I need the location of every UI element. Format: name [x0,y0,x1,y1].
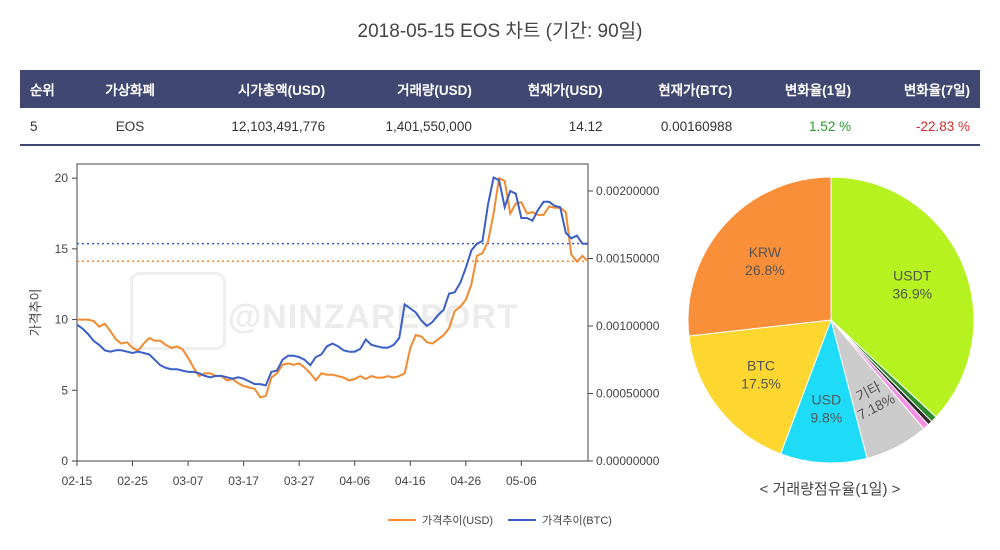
chart-legend: 가격추이(USD) 가격추이(BTC) [0,512,1000,528]
header-coin[interactable]: 가상화폐 [82,70,179,108]
legend-swatch-btc [508,519,537,521]
pie-slice-label: KRW [749,244,782,260]
y-left-tick-label: 0 [61,454,68,468]
pie-slice-krw [687,176,832,337]
x-tick-label: 04-06 [339,474,370,488]
header-change-1d[interactable]: 변화율(1일) [742,70,862,108]
y-left-tick-label: 20 [55,171,69,185]
y-right-tick-label: 0.00100000 [596,319,660,333]
pie-slice-label: BTC [747,357,775,373]
header-rank[interactable]: 순위 [20,70,82,108]
x-tick-label: 04-26 [450,474,481,488]
pie-chart-title: < 거래량점유율(1일) > [759,481,901,498]
y-right-tick-label: 0.00050000 [596,387,660,401]
pie-slice-label: USDT [893,267,932,283]
header-volume[interactable]: 거래량(USD) [335,70,482,108]
price-line-chart: 0 5 10 15 20 0.00000000 0.00050000 0.00100000 0.… [28,163,660,488]
pie-slice-btc [688,319,832,455]
legend-label-btc: 가격추이(BTC) [542,515,612,527]
pie-slice-value: 26.8% [745,262,785,278]
pie-slice-usd [779,318,868,464]
series-line-btc [76,176,588,387]
y-right-tick-label: 0.00000000 [596,454,660,468]
y-axis-title: 가격추이 [28,289,43,337]
cell-change-1d: 1.52 % [742,108,862,146]
series-line-usd [77,176,589,399]
x-tick-label: 04-16 [395,474,426,488]
cell-price-usd: 14.12 [481,108,613,146]
table-row: 5 EOS 12,103,491,776 1,401,550,000 14.12… [20,108,980,146]
y-left-tick-label: 5 [61,383,68,397]
cell-market-cap: 12,103,491,776 [178,108,336,146]
watermark-text: @NINZAREPORT [228,298,519,336]
pie-slice-value: 17.5% [741,375,781,391]
stats-table: 순위 가상화폐 시가총액(USD) 거래량(USD) 현재가(USD) 현재가(… [20,70,980,146]
header-price-btc[interactable]: 현재가(BTC) [612,70,743,108]
pie-slice-value: 9.8% [810,410,842,426]
y-right-tick-label: 0.00150000 [596,252,660,266]
legend-item-usd[interactable]: 가격추이(USD) [388,512,493,528]
x-tick-label: 02-15 [62,474,93,488]
x-tick-label: 03-07 [173,474,204,488]
x-tick-label: 03-17 [228,474,259,488]
page-title: 2018-05-15 EOS 차트 (기간: 90일) [357,21,643,42]
legend-item-btc[interactable]: 가격추이(BTC) [508,512,612,528]
x-tick-label: 05-06 [506,474,537,488]
table-header-row: 순위 가상화폐 시가총액(USD) 거래량(USD) 현재가(USD) 현재가(… [20,70,980,108]
header-change-7d[interactable]: 변화율(7일) [861,70,980,108]
legend-swatch-usd [388,519,417,521]
cell-coin: EOS [82,108,179,146]
y-right-tick-label: 0.00200000 [596,184,660,198]
pie-slice-label: USD [812,392,842,408]
pie-slice-usdt [830,176,975,418]
header-price-usd[interactable]: 현재가(USD) [481,70,613,108]
pie-slice-value: 36.9% [892,285,932,301]
x-tick-label: 02-25 [117,474,148,488]
cell-rank: 5 [20,108,82,146]
cell-volume: 1,401,550,000 [335,108,482,146]
y-left-tick-label: 10 [55,313,69,327]
cell-change-7d: -22.83 % [861,108,980,146]
header-market-cap[interactable]: 시가총액(USD) [178,70,336,108]
y-left-tick-label: 15 [55,242,69,256]
cell-price-btc: 0.00160988 [612,108,743,146]
legend-label-usd: 가격추이(USD) [422,515,494,527]
plot-frame [76,163,589,462]
x-tick-label: 03-27 [284,474,315,488]
watermark-logo [130,272,226,350]
